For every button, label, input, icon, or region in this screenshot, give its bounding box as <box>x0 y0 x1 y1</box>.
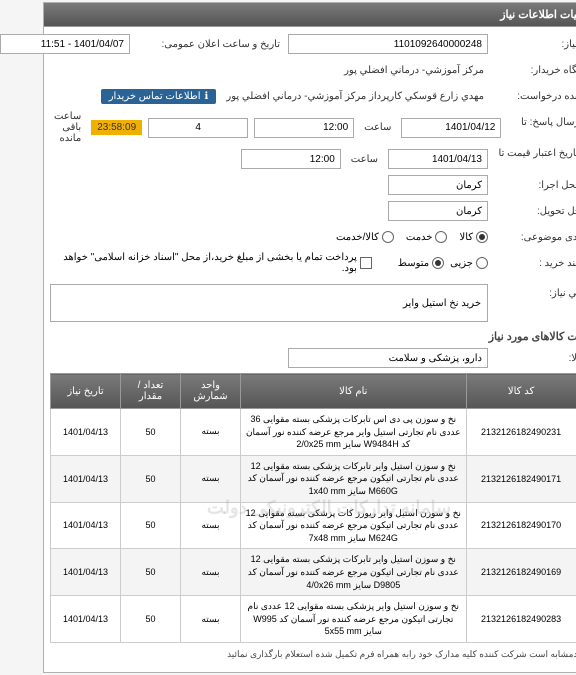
radio-icon <box>394 231 406 243</box>
valid-date[interactable]: 1401/04/13 <box>347 149 447 169</box>
footer-note: ایران کدمشابه است شرکت کننده کلیه مدارک … <box>9 643 567 666</box>
th-qty: تعداد / مقدار <box>80 374 140 409</box>
days-box: 4 <box>107 118 207 138</box>
ann-label: تاریخ و ساعت اعلان عمومی: <box>89 39 239 50</box>
table-header-row: ردیف کد کالا نام کالا واحد شمارش تعداد /… <box>10 374 567 409</box>
th-idx: ردیف <box>535 374 566 409</box>
cell-code: 2132126182490283 <box>425 596 535 643</box>
cell-unit: بسته <box>140 455 200 502</box>
cell-date: 1401/04/13 <box>10 455 80 502</box>
cell-idx: 5 <box>535 596 566 643</box>
chevron-down-icon: ▾ <box>558 9 563 20</box>
remain-label: ساعت باقی مانده <box>9 111 44 144</box>
cell-name: نخ و سوزن استیل وایر تابرکات پزشکی بسته … <box>200 455 426 502</box>
th-unit: واحد شمارش <box>140 374 200 409</box>
group-value[interactable]: دارو، پزشکی و سلامت <box>247 348 447 368</box>
th-code: کد کالا <box>425 374 535 409</box>
time-label-1: ساعت <box>319 122 354 133</box>
time-label-2: ساعت <box>306 154 341 165</box>
radio-icon <box>435 231 447 243</box>
group-label: گروه کالا: <box>447 353 567 364</box>
cell-qty: 50 <box>80 502 140 549</box>
cell-name: نخ و سوزن پی دی اس تابرکات پزشکی بسته مق… <box>200 409 426 456</box>
table-row[interactable]: 32132126182490170نخ و سوزن استیل وایر ری… <box>10 502 567 549</box>
buyer-label: نام دستگاه خریدار: <box>447 65 567 76</box>
cell-qty: 50 <box>80 549 140 596</box>
cell-date: 1401/04/13 <box>10 596 80 643</box>
cell-unit: بسته <box>140 549 200 596</box>
cell-name: نخ و سوزن استیل وایر ریورز کات پزشکی بست… <box>200 502 426 549</box>
group-subject-label: طبقه بندی موضوعی: <box>447 232 567 243</box>
panel-header[interactable]: ▾ جزئیات اطلاعات نیاز <box>3 3 573 27</box>
cell-unit: بسته <box>140 409 200 456</box>
cell-code: 2132126182490231 <box>425 409 535 456</box>
radio-mid[interactable]: متوسط <box>357 257 403 269</box>
cell-name: نخ و سوزن استیل وایر تابرکات پزشکی بسته … <box>200 549 426 596</box>
exec-state-label: استان محل اجرا: <box>447 180 567 191</box>
cell-code: 2132126182490171 <box>425 455 535 502</box>
ann-value: 1401/04/07 - 11:51 <box>0 34 89 54</box>
radio-low[interactable]: جزیی <box>409 257 447 269</box>
req-no-value: 1101092640000248 <box>247 34 447 54</box>
send-date[interactable]: 1401/04/12 <box>360 118 460 138</box>
cell-idx: 4 <box>535 549 566 596</box>
table-row[interactable]: 42132126182490169نخ و سوزن استیل وایر تا… <box>10 549 567 596</box>
cell-idx: 2 <box>535 455 566 502</box>
creator-label: ایجاد کننده درخواست: <box>447 91 567 102</box>
table-row[interactable]: 12132126182490231نخ و سوزن پی دی اس تابر… <box>10 409 567 456</box>
panel-title: جزئیات اطلاعات نیاز <box>459 8 552 21</box>
cell-date: 1401/04/13 <box>10 409 80 456</box>
valid-time[interactable]: 12:00 <box>200 149 300 169</box>
pay-check[interactable]: پرداخت تمام یا بخشی از مبلغ خرید،از محل … <box>9 252 331 274</box>
cell-qty: 50 <box>80 409 140 456</box>
table-area: سامانه تدارکات الکترونیکی دولت ردیف کد ک… <box>9 373 567 643</box>
send-time[interactable]: 12:00 <box>213 118 313 138</box>
table-row[interactable]: 52132126182490283نخ و سوزن استیل وایر پز… <box>10 596 567 643</box>
deliv-city[interactable]: کرمان <box>347 201 447 221</box>
th-date: تاریخ نیاز <box>10 374 80 409</box>
cell-name: نخ و سوزن استیل وایر پزشکی بسته مقوایی 1… <box>200 596 426 643</box>
valid-label: حداقل تاریخ اعتبار قیمت تا تاریخ: <box>447 148 567 170</box>
table-row[interactable]: 22132126182490171نخ و سوزن استیل وایر تا… <box>10 455 567 502</box>
remain-time: 23:58:09 <box>50 120 101 135</box>
info-icon: ℹ <box>164 91 168 102</box>
deliv-city-label: شهر محل تحویل: <box>447 206 567 217</box>
exec-state[interactable]: کرمان <box>347 175 447 195</box>
main-panel: ▾ جزئیات اطلاعات نیاز شماره نیاز: 110109… <box>2 2 574 673</box>
cell-date: 1401/04/13 <box>10 549 80 596</box>
subject-radio-group: کالا خدمت کالا/خدمت <box>9 231 447 243</box>
req-no-label: شماره نیاز: <box>447 39 567 50</box>
cell-qty: 50 <box>80 596 140 643</box>
contact-badge[interactable]: ℹ اطلاعات تماس خریدار <box>60 89 176 104</box>
checkbox-icon <box>319 257 331 269</box>
radio-service[interactable]: خدمت <box>365 231 407 243</box>
radio-icon <box>391 257 403 269</box>
items-table: ردیف کد کالا نام کالا واحد شمارش تعداد /… <box>9 373 567 643</box>
cell-idx: 1 <box>535 409 566 456</box>
desc-label: شرح کلي نیاز: <box>447 284 567 299</box>
cell-date: 1401/04/13 <box>10 502 80 549</box>
radio-both[interactable]: کالا/خدمت <box>295 231 353 243</box>
panel-body: شماره نیاز: 1101092640000248 تاریخ و ساع… <box>3 27 573 672</box>
radio-goods[interactable]: کالا <box>418 231 447 243</box>
th-name: نام کالا <box>200 374 426 409</box>
radio-icon <box>341 231 353 243</box>
buy-type-label: نوع فرآیند خرید : <box>447 258 567 269</box>
cell-code: 2132126182490169 <box>425 549 535 596</box>
send-deadline-label: مهلت ارسال پاسخ: تا تاریخ: <box>460 117 567 139</box>
buyer-value: مرکز آموزشي- درماني افضلي پور <box>299 65 447 76</box>
cell-qty: 50 <box>80 455 140 502</box>
cell-idx: 3 <box>535 502 566 549</box>
radio-icon <box>435 257 447 269</box>
creator-value: مهدي زارع قوسکي کارپرداز مرکز آموزشي- در… <box>181 91 447 102</box>
desc-input[interactable]: خرید نخ استیل وایر <box>9 284 447 322</box>
cell-unit: بسته <box>140 596 200 643</box>
cell-code: 2132126182490170 <box>425 502 535 549</box>
cell-unit: بسته <box>140 502 200 549</box>
items-title: اطلاعات کالاهای مورد نیاز <box>9 326 567 347</box>
